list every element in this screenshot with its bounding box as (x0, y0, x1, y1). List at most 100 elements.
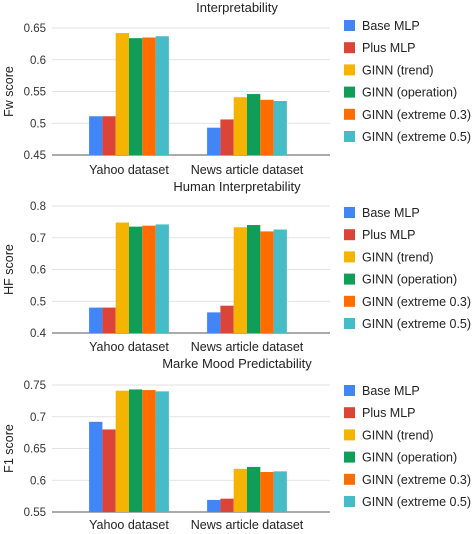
category-label: Yahoo dataset (89, 340, 169, 354)
bar (155, 36, 169, 155)
bar (129, 226, 143, 333)
bar (220, 119, 234, 155)
legend-label: Plus MLP (362, 406, 416, 420)
chart-title: Human Interpretability (173, 179, 301, 194)
bar (155, 391, 169, 512)
legend-label: GINN (trend) (362, 250, 434, 264)
legend-label: Base MLP (362, 19, 420, 33)
legend: Base MLP Plus MLP GINN (trend) GINN (operat… (344, 206, 471, 331)
legend-swatch (344, 86, 355, 98)
y-tick-label: 0.5 (30, 296, 46, 308)
legend-label: GINN (extreme 0.3) (362, 295, 471, 309)
legend-swatch (344, 207, 355, 218)
bar (207, 127, 221, 155)
legend-swatch (344, 273, 355, 285)
legend-swatch (344, 451, 355, 463)
legend-label: Base MLP (362, 384, 420, 398)
legend-label: GINN (trend) (362, 428, 434, 442)
legend-label: Base MLP (362, 206, 420, 220)
legend-swatch (344, 473, 355, 485)
bar (207, 499, 221, 512)
category-label: News article dataset (191, 340, 304, 354)
legend-label: GINN (operation) (362, 451, 457, 465)
legend-label: GINN (extreme 0.3) (362, 473, 471, 487)
y-tick-label: 0.7 (30, 233, 46, 245)
y-tick-label: 0.55 (24, 87, 46, 99)
bar (142, 390, 156, 512)
bar (142, 225, 156, 333)
legend-swatch (344, 429, 355, 441)
legend-label: Plus MLP (362, 41, 416, 55)
bar (247, 225, 261, 333)
legend-label: GINN (operation) (362, 86, 457, 100)
y-axis-label: HF score (2, 244, 16, 295)
chart-panel-3: Marke Mood Predictability 0.55 0.6 0.65 0.7 0… (2, 356, 471, 532)
legend-swatch (344, 496, 355, 507)
y-axis-label: F1 score (2, 424, 16, 473)
legend-label: Plus MLP (362, 228, 416, 242)
legend-swatch (344, 64, 355, 76)
y-tick-label: 0.6 (30, 265, 46, 277)
legend-swatch (344, 229, 355, 241)
y-tick-label: 0.6 (30, 55, 46, 67)
legend-swatch (344, 42, 355, 54)
bar (247, 94, 261, 155)
bar (220, 305, 234, 333)
bar (260, 471, 274, 512)
y-tick-label: 0.65 (24, 444, 46, 456)
category-label: News article dataset (191, 163, 304, 177)
legend-label: GINN (trend) (362, 63, 434, 77)
bar (207, 312, 221, 333)
y-tick-label: 0.4 (30, 328, 47, 340)
category-label: Yahoo dataset (89, 518, 169, 532)
bar (102, 116, 116, 155)
legend: Base MLP Plus MLP GINN (trend) GINN (operat… (344, 19, 471, 144)
bar (129, 389, 143, 512)
bar (260, 99, 274, 155)
chart-panel-2: Human Interpretability 0.4 0.5 0.6 0.7 0.8 HF … (2, 179, 471, 354)
bar (89, 116, 103, 155)
bar (102, 307, 116, 333)
legend-label: GINN (operation) (362, 273, 457, 287)
legend-swatch (344, 295, 355, 307)
bar (155, 224, 169, 333)
y-tick-label: 0.7 (30, 412, 46, 424)
chart-panel-1: Interpretability 0.45 0.5 0.55 0.6 0.65 Fw sco… (2, 0, 471, 177)
legend: Base MLP Plus MLP GINN (trend) GINN (operat… (344, 384, 471, 509)
bar (233, 468, 247, 512)
y-tick-label: 0.45 (24, 150, 46, 162)
bar (115, 390, 129, 512)
bar (102, 429, 116, 512)
bar (233, 227, 247, 333)
legend-swatch (344, 407, 355, 419)
legend-swatch (344, 131, 355, 142)
y-tick-label: 0.5 (30, 118, 46, 130)
bar (273, 229, 287, 333)
bar (273, 101, 287, 155)
chart-title: Marke Mood Predictability (162, 356, 312, 371)
bar (129, 38, 143, 155)
legend-swatch (344, 108, 355, 120)
y-tick-label: 0.6 (30, 475, 46, 487)
bar (247, 466, 261, 512)
bar (260, 231, 274, 333)
category-label: Yahoo dataset (89, 163, 169, 177)
legend-swatch (344, 251, 355, 263)
bar (273, 471, 287, 512)
bar (115, 33, 129, 155)
chart-title: Interpretability (196, 0, 278, 15)
y-tick-label: 0.65 (24, 23, 46, 35)
y-tick-label: 0.55 (24, 507, 46, 519)
y-tick-label: 0.75 (24, 380, 46, 392)
bar (220, 498, 234, 512)
legend-label: GINN (extreme 0.5) (362, 130, 471, 144)
y-axis-label: Fw score (2, 66, 16, 117)
legend-label: GINN (extreme 0.5) (362, 317, 471, 331)
legend-swatch (344, 20, 355, 31)
bar (89, 421, 103, 512)
legend-swatch (344, 318, 355, 329)
legend-label: GINN (extreme 0.5) (362, 495, 471, 509)
legend-swatch (344, 385, 355, 396)
bar (233, 97, 247, 155)
